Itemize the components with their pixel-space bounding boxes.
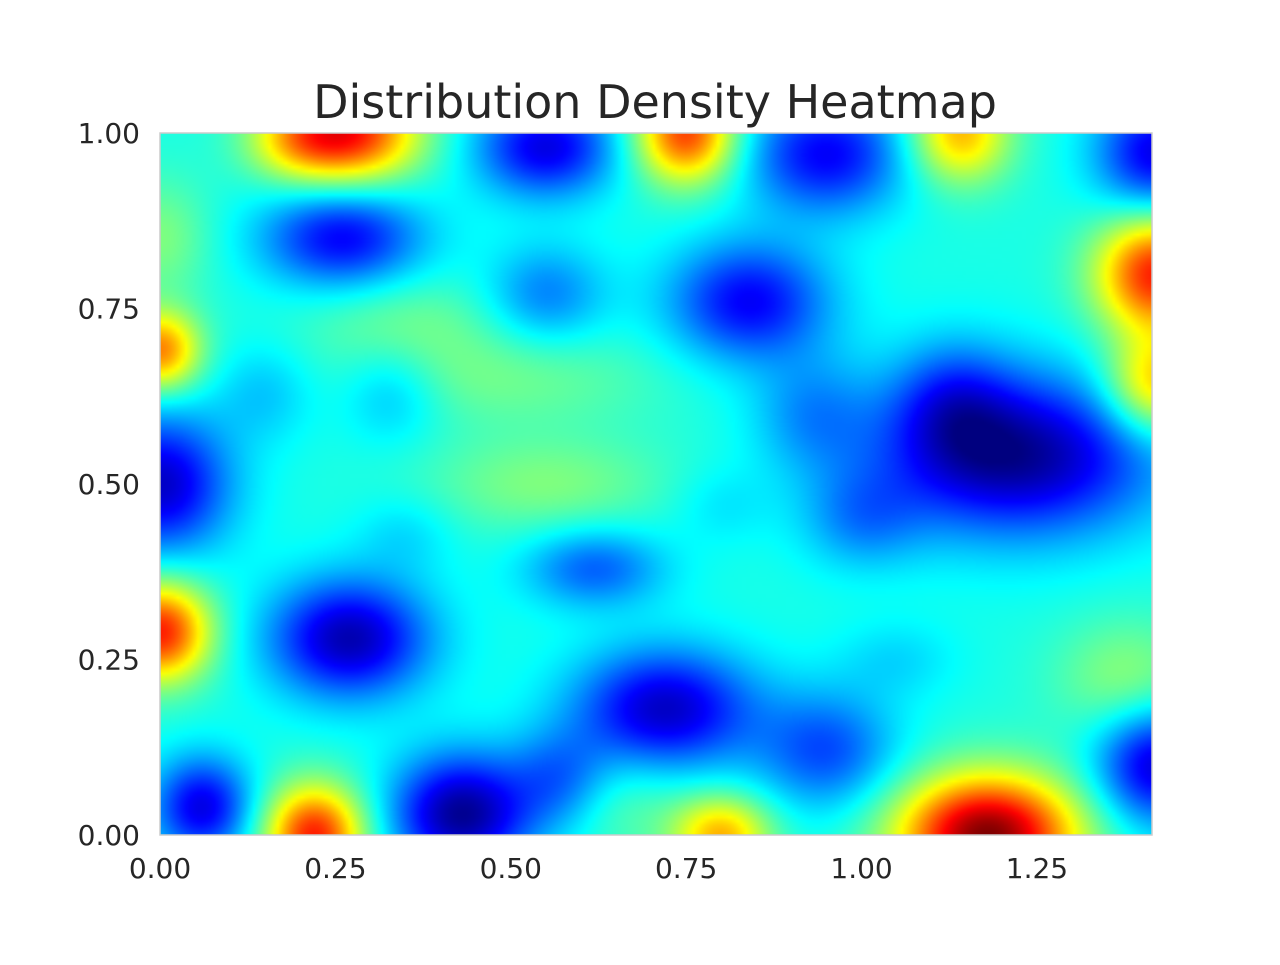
x-axis-ticks: 0.00 0.25 0.50 0.75 1.00 1.25	[129, 852, 1068, 885]
y-tick-label: 0.25	[78, 644, 140, 677]
x-tick-label: 0.25	[304, 852, 366, 885]
y-axis-ticks: 0.00 0.25 0.50 0.75 1.00	[78, 117, 140, 852]
heatmap-image	[160, 133, 1152, 835]
x-tick-label: 0.50	[480, 852, 542, 885]
y-tick-label: 0.00	[78, 819, 140, 852]
plot-area	[159, 132, 1153, 836]
y-tick-label: 0.75	[78, 293, 140, 326]
plot-frame	[159, 132, 1153, 836]
y-tick-label: 1.00	[78, 117, 140, 150]
x-tick-label: 1.00	[830, 852, 892, 885]
x-tick-label: 0.00	[129, 852, 191, 885]
chart-title: Distribution Density Heatmap	[313, 75, 997, 129]
x-tick-label: 1.25	[1006, 852, 1068, 885]
x-tick-label: 0.75	[655, 852, 717, 885]
y-tick-label: 0.50	[78, 468, 140, 501]
